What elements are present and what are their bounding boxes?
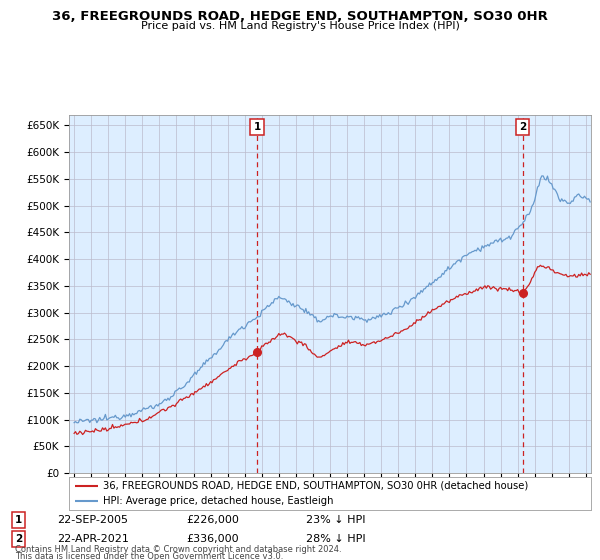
Text: This data is licensed under the Open Government Licence v3.0.: This data is licensed under the Open Gov… — [15, 552, 283, 560]
Text: 2: 2 — [15, 534, 22, 544]
Text: HPI: Average price, detached house, Eastleigh: HPI: Average price, detached house, East… — [103, 496, 334, 506]
Text: Price paid vs. HM Land Registry's House Price Index (HPI): Price paid vs. HM Land Registry's House … — [140, 21, 460, 31]
Text: £336,000: £336,000 — [186, 534, 239, 544]
Text: 1: 1 — [253, 122, 260, 132]
Text: 36, FREEGROUNDS ROAD, HEDGE END, SOUTHAMPTON, SO30 0HR (detached house): 36, FREEGROUNDS ROAD, HEDGE END, SOUTHAM… — [103, 480, 528, 491]
Text: 23% ↓ HPI: 23% ↓ HPI — [306, 515, 365, 525]
Text: 1: 1 — [15, 515, 22, 525]
Text: 28% ↓ HPI: 28% ↓ HPI — [306, 534, 365, 544]
Text: Contains HM Land Registry data © Crown copyright and database right 2024.: Contains HM Land Registry data © Crown c… — [15, 545, 341, 554]
Text: 36, FREEGROUNDS ROAD, HEDGE END, SOUTHAMPTON, SO30 0HR: 36, FREEGROUNDS ROAD, HEDGE END, SOUTHAM… — [52, 10, 548, 23]
Text: 22-SEP-2005: 22-SEP-2005 — [57, 515, 128, 525]
Text: 22-APR-2021: 22-APR-2021 — [57, 534, 129, 544]
Text: £226,000: £226,000 — [186, 515, 239, 525]
Text: 2: 2 — [519, 122, 526, 132]
